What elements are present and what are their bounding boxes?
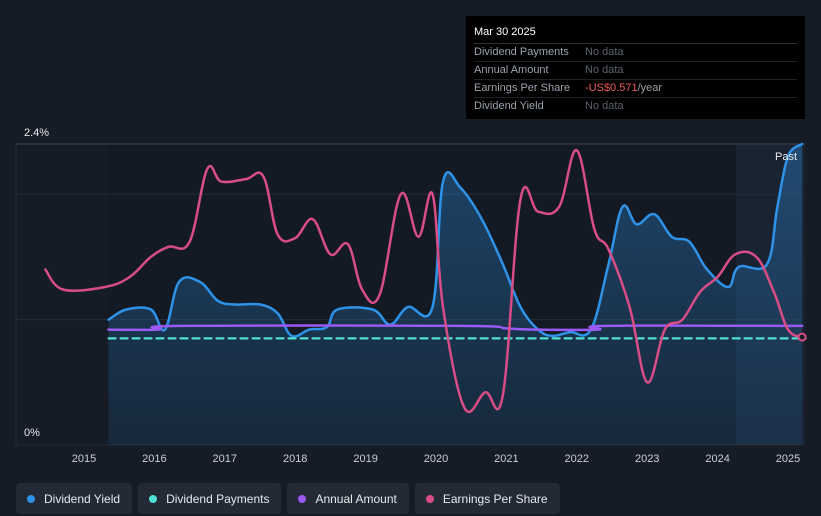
tooltip-label: Dividend Payments <box>474 46 569 58</box>
legend-dot-icon <box>298 494 307 503</box>
dividend-chart: 2015 2016 2017 2018 2019 2020 2021 2022 2023 2024… <box>15 127 807 465</box>
tooltip-value: No data <box>585 64 624 76</box>
legend: Dividend Yield Dividend Payments Annual … <box>16 483 560 514</box>
tooltip-label: Earnings Per Share <box>474 82 570 94</box>
x-tick-label: 2017 <box>213 453 237 465</box>
eps-end-marker <box>797 332 807 342</box>
x-tick-label: 2021 <box>494 453 518 465</box>
tooltip-value: No data <box>585 46 624 58</box>
y-tick-bottom: 0% <box>24 427 40 439</box>
dividend-yield-line <box>107 142 804 338</box>
x-tick-label: 2024 <box>705 453 729 465</box>
legend-dividend-payments[interactable]: Dividend Payments <box>138 483 282 514</box>
legend-label: Dividend Payments <box>166 491 270 506</box>
tooltip-row-dividend-yield: Dividend Yield No data <box>474 98 797 115</box>
legend-earnings-per-share[interactable]: Earnings Per Share <box>414 483 560 514</box>
x-tick-label: 2019 <box>353 453 377 465</box>
legend-annual-amount[interactable]: Annual Amount <box>287 483 409 514</box>
pre-history-band <box>16 144 109 445</box>
x-tick-label: 2018 <box>283 453 307 465</box>
y-tick-top: 2.4% <box>24 127 49 139</box>
legend-label: Annual Amount <box>315 491 397 506</box>
legend-dot-icon <box>27 494 35 503</box>
x-tick-label: 2022 <box>565 453 589 465</box>
tooltip-value: No data <box>585 100 624 112</box>
annual-amount-line <box>107 324 804 332</box>
tooltip-label: Dividend Yield <box>474 100 544 112</box>
tooltip-row-dividend-payments: Dividend Payments No data <box>474 44 797 62</box>
tooltip-row-earnings-per-share: Earnings Per Share -US$0.571/year <box>474 80 797 98</box>
tooltip-date: Mar 30 2025 <box>474 26 536 38</box>
legend-dot-icon <box>425 494 434 503</box>
x-tick-label: 2023 <box>635 453 659 465</box>
x-tick-label: 2025 <box>776 453 800 465</box>
tooltip-unit: /year <box>637 82 663 94</box>
tooltip-value: -US$0.571 <box>585 82 638 94</box>
past-label: Past <box>775 151 797 163</box>
legend-dividend-yield[interactable]: Dividend Yield <box>16 483 133 514</box>
legend-label: Earnings Per Share <box>442 491 548 506</box>
legend-dot-icon <box>149 494 158 503</box>
legend-label: Dividend Yield <box>44 491 121 506</box>
hover-tooltip: Mar 30 2025 Dividend Payments No data An… <box>466 16 805 119</box>
x-tick-label: 2016 <box>142 453 166 465</box>
x-tick-label: 2015 <box>72 453 96 465</box>
x-tick-label: 2020 <box>424 453 448 465</box>
dividend-yield-area <box>108 144 803 445</box>
tooltip-row-annual-amount: Annual Amount No data <box>474 62 797 80</box>
tooltip-label: Annual Amount <box>474 64 549 76</box>
earnings-per-share-line <box>44 149 804 414</box>
